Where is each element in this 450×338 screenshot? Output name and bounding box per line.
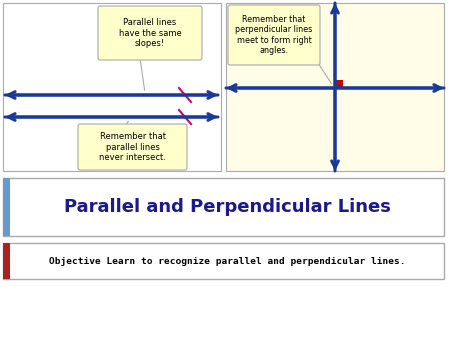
FancyBboxPatch shape [98,6,202,60]
Bar [3,178,10,236]
Text: Remember that
parallel lines
never intersect.: Remember that parallel lines never inter… [99,132,166,162]
Bar [226,3,444,171]
Bar [3,178,444,236]
Bar [3,243,10,279]
Bar [335,80,343,88]
Bar [3,3,221,171]
Text: Parallel and Perpendicular Lines: Parallel and Perpendicular Lines [64,198,391,216]
Text: Objective Learn to recognize parallel and perpendicular lines.: Objective Learn to recognize parallel an… [49,257,406,266]
Text: Remember that
perpendicular lines
meet to form right
angles.: Remember that perpendicular lines meet t… [235,15,313,55]
FancyBboxPatch shape [228,5,320,65]
FancyBboxPatch shape [78,124,187,170]
Bar [3,243,444,279]
Text: Parallel lines
have the same
slopes!: Parallel lines have the same slopes! [119,18,181,48]
